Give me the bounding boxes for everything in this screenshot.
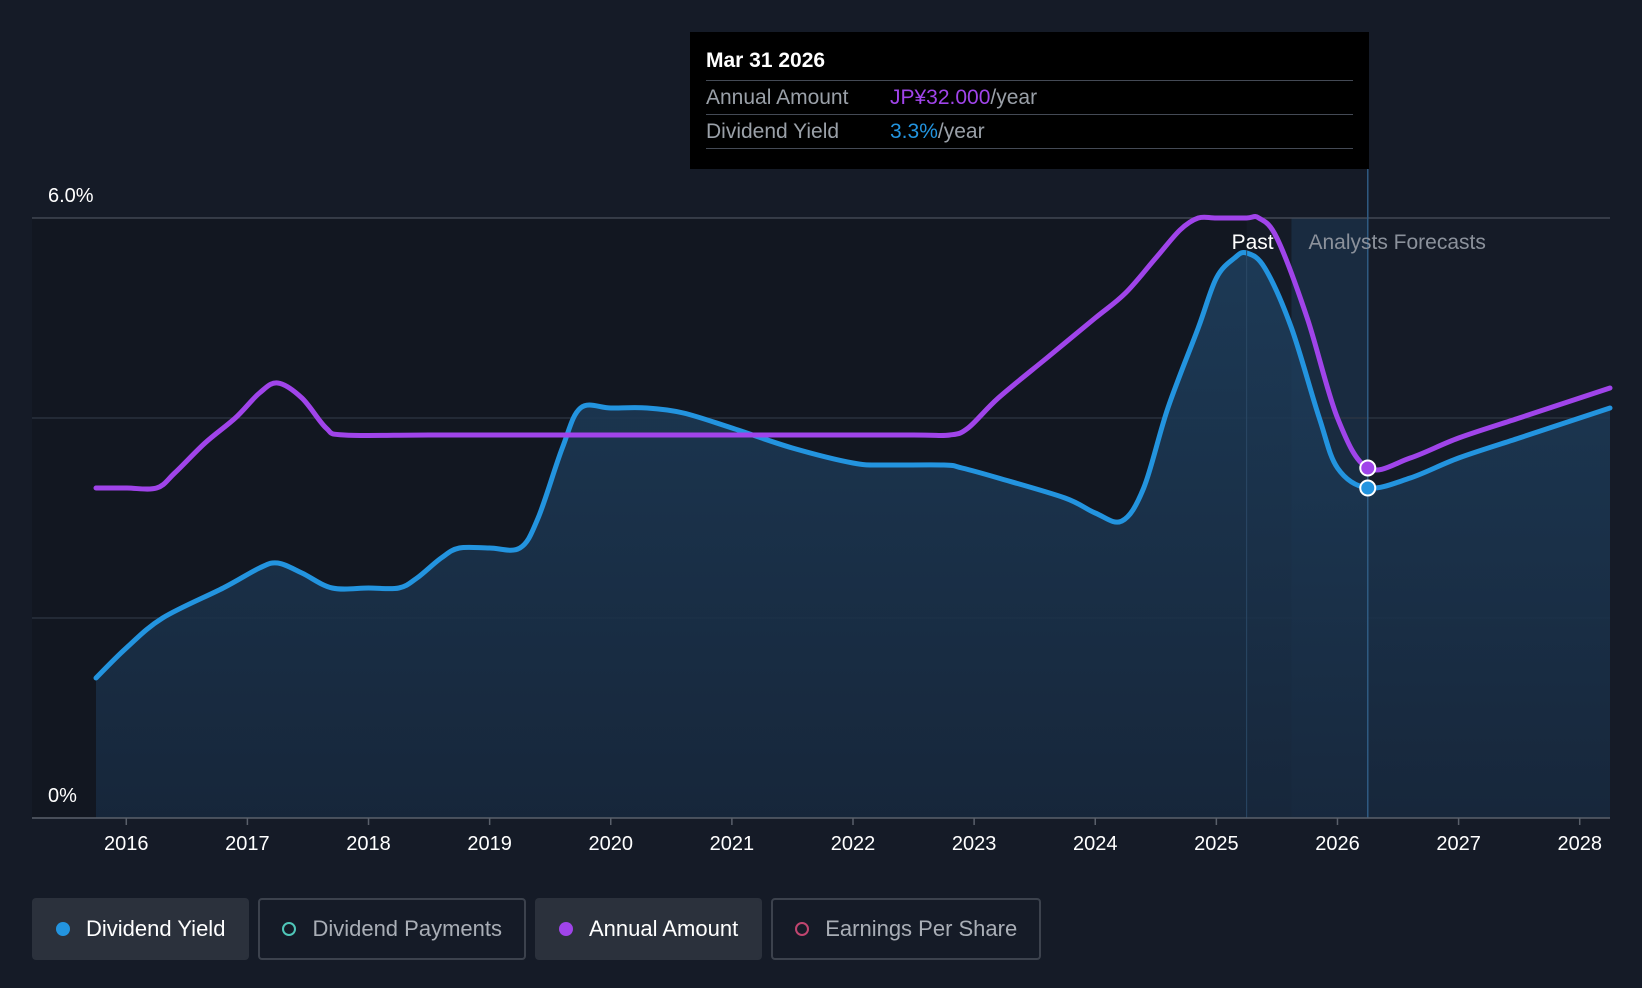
tooltip-label: Annual Amount	[706, 86, 849, 109]
past-label: Past	[1232, 231, 1274, 254]
forecast-label: Analysts Forecasts	[1308, 231, 1485, 254]
legend: Dividend Yield Dividend Payments Annual …	[32, 898, 1042, 960]
y-tick-label: 6.0%	[48, 185, 94, 207]
x-tick-label: 2025	[1194, 833, 1239, 855]
tooltip-row-annual-amount: Annual Amount JP¥32.000 /year	[706, 81, 1353, 115]
tooltip-value: 3.3%	[890, 120, 938, 143]
x-tick-label: 2021	[710, 833, 755, 855]
annual-amount-dot-icon	[558, 922, 573, 936]
legend-label: Earnings Per Share	[825, 916, 1018, 941]
tooltip-label: Dividend Yield	[706, 120, 840, 143]
y-tick-label: 0%	[48, 785, 77, 807]
legend-earnings-per-share[interactable]: Earnings Per Share	[771, 898, 1042, 960]
earnings-per-share-ring-icon	[795, 922, 810, 936]
x-tick-label: 2022	[831, 833, 876, 855]
legend-dividend-yield[interactable]: Dividend Yield	[32, 898, 250, 960]
legend-label: Annual Amount	[588, 916, 739, 941]
x-tick-label: 2028	[1557, 833, 1602, 855]
tooltip: Mar 31 2026 Annual Amount JP¥32.000 /yea…	[690, 32, 1369, 169]
legend-label: Dividend Yield	[86, 916, 226, 941]
legend-label: Dividend Payments	[312, 916, 502, 941]
tooltip-value: JP¥32.000	[890, 86, 991, 109]
dividend-payments-ring-icon	[282, 922, 297, 936]
tooltip-unit: /year	[990, 86, 1038, 109]
x-tick-label: 2027	[1436, 833, 1481, 855]
x-tick-label: 2020	[589, 833, 634, 855]
x-tick-label: 2024	[1073, 833, 1118, 855]
x-tick-label: 2023	[952, 833, 997, 855]
tooltip-unit: /year	[937, 120, 985, 143]
x-tick-label: 2019	[467, 833, 512, 855]
legend-dividend-payments[interactable]: Dividend Payments	[258, 898, 526, 960]
x-tick-label: 2016	[104, 833, 149, 855]
x-tick-label: 2017	[225, 833, 270, 855]
tooltip-row-dividend-yield: Dividend Yield 3.3% /year	[706, 115, 1353, 149]
x-tick-label: 2026	[1315, 833, 1360, 855]
dividend-yield-area	[96, 252, 1610, 818]
legend-annual-amount[interactable]: Annual Amount	[534, 898, 763, 960]
dividend-yield-marker	[1359, 479, 1377, 497]
dividend-yield-dot-icon	[56, 922, 70, 936]
x-tick-label: 2018	[346, 833, 391, 855]
annual-amount-marker	[1359, 459, 1377, 477]
annual-amount-line	[93, 214, 1613, 492]
dividend-yield-line	[93, 249, 1613, 681]
tooltip-date: Mar 31 2026	[706, 46, 1353, 81]
